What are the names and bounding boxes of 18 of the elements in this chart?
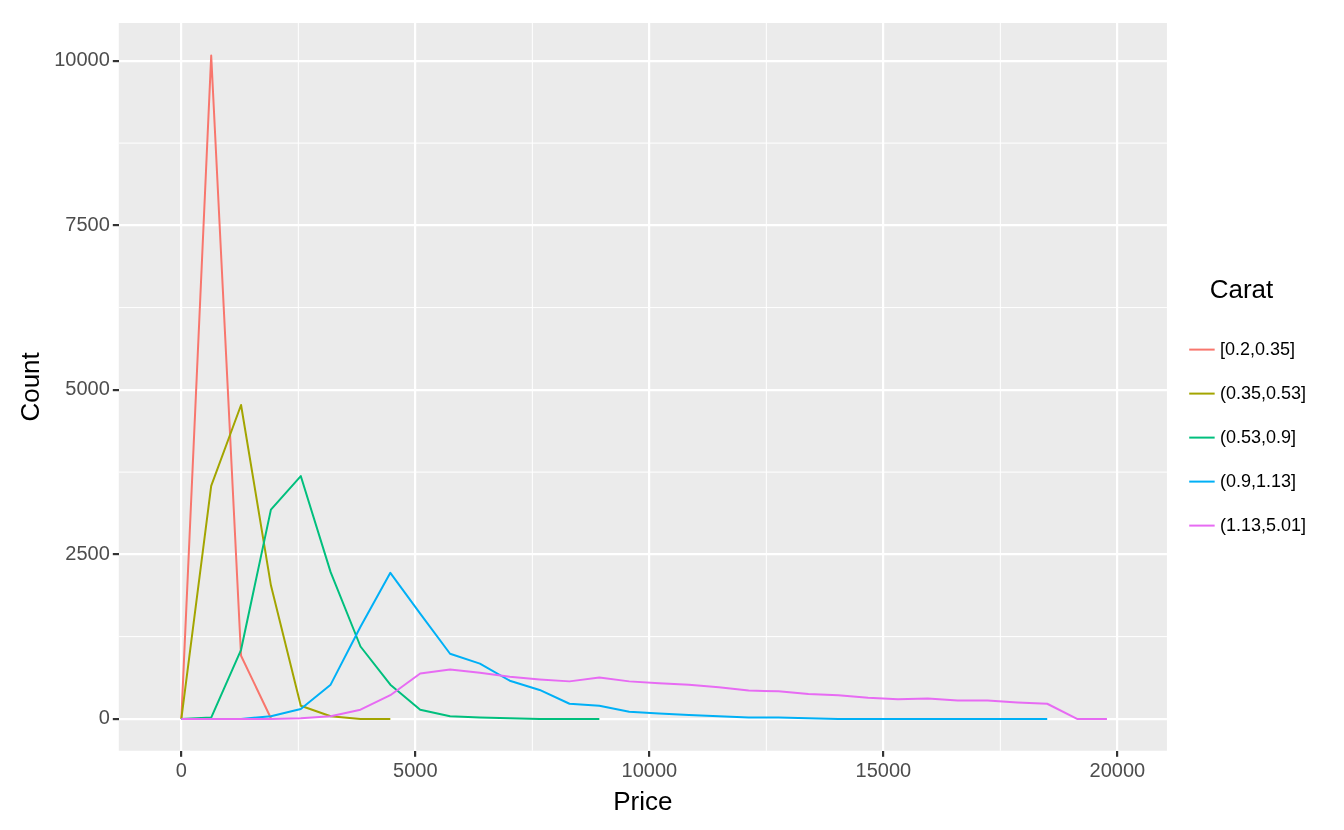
x-axis-title: Price [613,785,673,816]
legend-label: [0.2,0.35] [1219,338,1295,359]
x-tick-label: 0 [175,759,187,782]
legend-label: (0.35,0.53] [1219,382,1306,403]
x-tick-label: 5000 [393,759,438,782]
y-tick-label: 0 [98,706,110,729]
x-tick-label: 20000 [1089,759,1146,782]
x-tick-label: 15000 [855,759,912,782]
y-tick-label: 10000 [54,48,110,71]
legend-label: (0.53,0.9] [1219,426,1296,447]
y-axis-title: Count [14,351,45,422]
y-tick-label: 7500 [65,212,110,235]
legend-label: (1.13,5.01] [1219,514,1306,535]
legend-label: (0.9,1.13] [1219,470,1296,491]
y-tick-label: 5000 [65,377,110,400]
x-tick-label: 10000 [621,759,678,782]
legend-title: Carat [1209,273,1275,304]
y-tick-label: 2500 [65,541,110,564]
